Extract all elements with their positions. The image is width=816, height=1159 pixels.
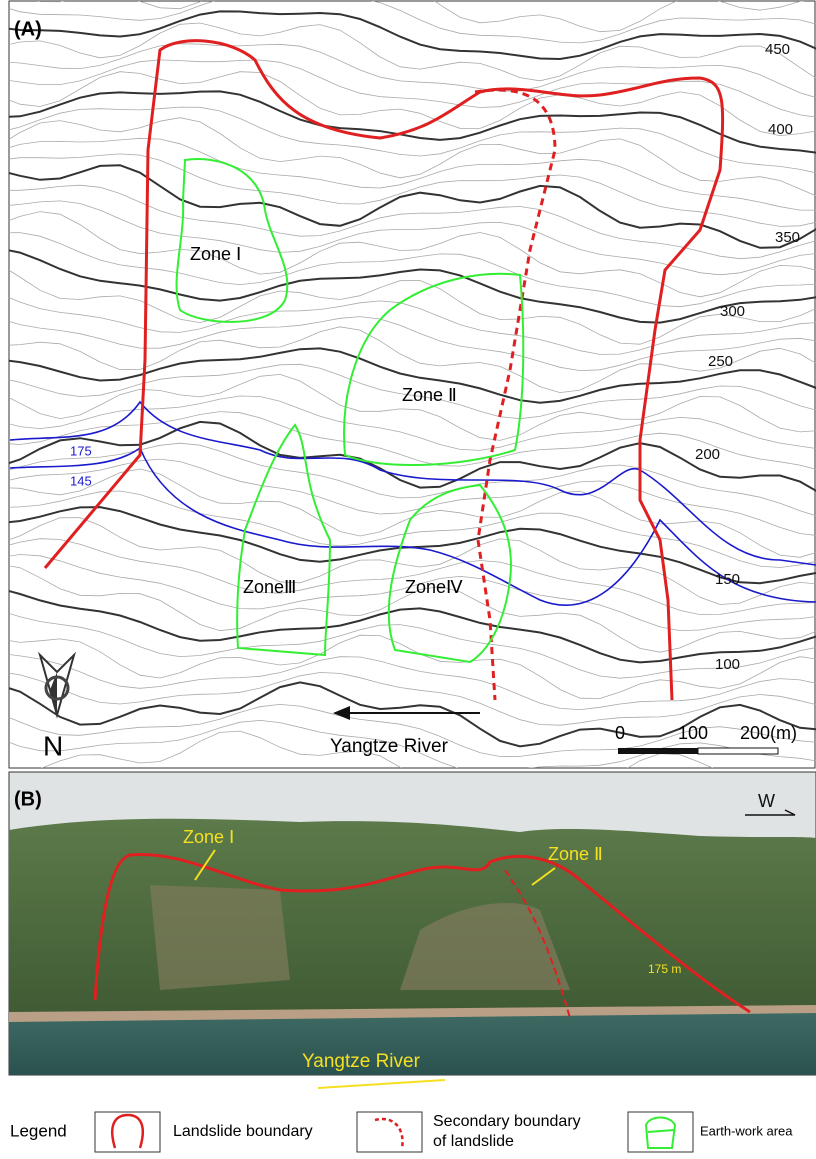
earthwork-patch: [150, 885, 290, 990]
water-label: 175: [70, 443, 92, 458]
water-label: 145: [70, 473, 92, 488]
figure: (A) 450 400 350 300 250 200 150 100 175 …: [0, 0, 816, 1159]
panel-label: (B): [14, 788, 42, 810]
contour-label: 450: [765, 41, 790, 58]
contour-label: 150: [715, 571, 740, 588]
zone-label: Zone Ⅰ: [183, 827, 234, 847]
contour-label: 300: [720, 303, 745, 320]
contour-label: 400: [768, 121, 793, 138]
legend-item: Secondary boundary: [433, 1113, 581, 1130]
zone-label: ZoneⅢ: [243, 577, 296, 597]
legend-item: Earth-work area: [700, 1123, 793, 1138]
contour-label: 350: [775, 229, 800, 246]
river-arrow: [318, 1080, 445, 1088]
scale-label: 100: [678, 723, 708, 743]
scale-bar: [618, 748, 698, 754]
scale-label: 200(m): [740, 723, 797, 743]
panel-label: (A): [14, 18, 42, 40]
scale-label: 0: [615, 723, 625, 743]
river-label: Yangtze River: [330, 736, 449, 757]
hillside: [9, 819, 816, 1022]
zone-label: ZoneⅣ: [405, 577, 463, 597]
legend-swatch: [95, 1112, 160, 1152]
scale-bar: [698, 748, 778, 754]
legend-item: of landslide: [433, 1133, 514, 1150]
level-label: 175 m: [648, 962, 681, 976]
zone-label: Zone Ⅱ: [548, 844, 603, 864]
direction-label: W: [758, 791, 775, 811]
river-label: Yangtze River: [302, 1051, 421, 1072]
legend-swatch: [357, 1112, 422, 1152]
contour-label: 200: [695, 446, 720, 463]
contour-label: 250: [708, 353, 733, 370]
zone-label: Zone Ⅱ: [402, 385, 457, 405]
legend-title: Legend: [10, 1121, 67, 1140]
zone-label: Zone Ⅰ: [190, 244, 241, 264]
legend-item: Landslide boundary: [173, 1123, 313, 1140]
contour-label: 100: [715, 656, 740, 673]
north-label: N: [43, 730, 63, 761]
